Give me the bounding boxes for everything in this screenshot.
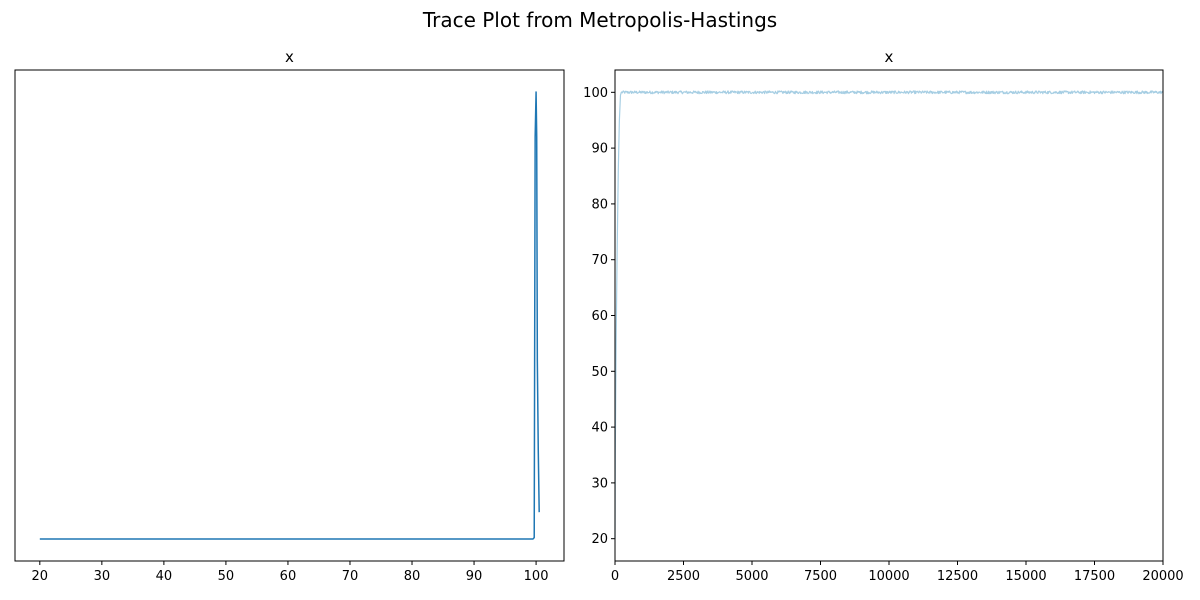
right-x-tick-label: 15000 (1005, 569, 1046, 584)
right-axes-title: x (885, 48, 894, 66)
figure-suptitle: Trace Plot from Metropolis-Hastings (422, 8, 777, 32)
left-series (40, 92, 539, 539)
left-axes-frame (15, 70, 564, 561)
right-x-tick-label: 20000 (1142, 569, 1183, 584)
left-density-line (40, 92, 539, 539)
left-axes-title: x (285, 48, 294, 66)
right-y-tick-label: 70 (591, 253, 608, 268)
left-x-tick-label: 70 (342, 569, 359, 584)
left-x-tick-label: 20 (32, 569, 49, 584)
right-x-tick-label: 2500 (667, 569, 700, 584)
right-x-tick-label: 5000 (735, 569, 768, 584)
left-x-ticks: 20 30 40 50 60 70 80 90 100 (32, 561, 549, 584)
right-y-tick-label: 20 (591, 532, 608, 547)
left-x-tick-label: 40 (156, 569, 173, 584)
right-y-tick-label: 60 (591, 309, 608, 324)
right-series (615, 91, 1163, 539)
right-y-tick-label: 100 (583, 86, 608, 101)
right-x-tick-label: 10000 (868, 569, 909, 584)
right-axis-ticks: 0 2500 5000 7500 10000 12500 15000 17500 20000 20… (583, 86, 1184, 584)
right-y-tick-label: 50 (591, 365, 608, 380)
left-x-tick-label: 50 (218, 569, 235, 584)
right-y-tick-label: 90 (591, 142, 608, 157)
right-trace-line (615, 91, 1163, 539)
left-x-tick-label: 100 (524, 569, 549, 584)
right-x-tick-label: 12500 (937, 569, 978, 584)
right-y-tick-label: 80 (591, 197, 608, 212)
right-x-tick-label: 0 (611, 569, 619, 584)
left-x-tick-label: 30 (94, 569, 111, 584)
left-subplot: x 20 30 40 50 60 70 80 90 100 (15, 48, 564, 584)
left-x-tick-label: 80 (404, 569, 421, 584)
right-y-tick-label: 30 (591, 476, 608, 491)
left-x-tick-label: 90 (466, 569, 483, 584)
right-axes-frame (615, 70, 1163, 561)
right-x-tick-label: 17500 (1074, 569, 1115, 584)
right-x-tick-label: 7500 (804, 569, 837, 584)
left-x-tick-label: 60 (280, 569, 297, 584)
right-y-tick-label: 40 (591, 421, 608, 436)
right-subplot: x 0 2500 5000 7500 10000 12500 15000 17500 20000… (583, 48, 1184, 584)
